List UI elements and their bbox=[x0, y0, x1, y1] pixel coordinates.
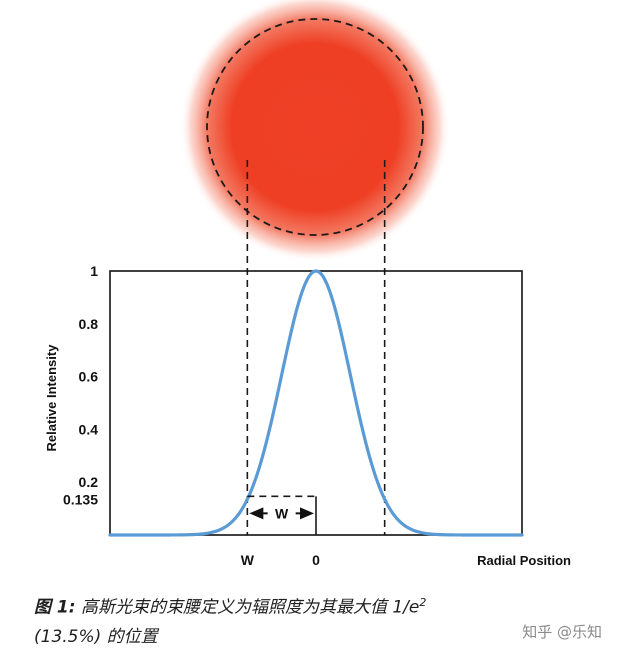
figure-caption: 图 1: 高斯光束的束腰定义为辐照度为其最大值 1/e2 (13.5%) 的位置 bbox=[34, 588, 574, 652]
y-tick-label: 0.2 bbox=[79, 474, 99, 490]
watermark: 知乎 @乐知 bbox=[522, 623, 602, 641]
y-tick-label: 1 bbox=[90, 263, 98, 279]
x-tick-label: W bbox=[241, 552, 255, 568]
caption-line-2: (13.5%) 的位置 bbox=[34, 626, 158, 647]
x-tick-label: 0 bbox=[312, 552, 320, 568]
y-axis-label: Relative Intensity bbox=[44, 344, 59, 452]
y-tick-label: 0.135 bbox=[63, 491, 98, 507]
caption-text: 高斯光束的束腰定义为辐照度为其最大值 1/e bbox=[75, 597, 420, 618]
caption-superscript: 2 bbox=[419, 596, 427, 609]
y-axis-ticks: 1 0.8 0.6 0.4 0.20.135 bbox=[63, 263, 98, 507]
waist-arrow: W bbox=[247, 495, 317, 535]
plot-frame bbox=[109, 270, 523, 536]
arrow-right-head bbox=[300, 507, 314, 520]
arrow-label: W bbox=[275, 505, 289, 521]
y-tick-label: 0.6 bbox=[79, 369, 99, 385]
arrow-left-head bbox=[249, 507, 264, 520]
y-tick-label: 0.8 bbox=[79, 316, 99, 332]
beam-spot bbox=[180, 0, 450, 262]
guide-lines bbox=[246, 160, 386, 535]
y-tick-label: 0.4 bbox=[79, 421, 99, 437]
beam-waist-outline bbox=[206, 18, 424, 236]
caption-label: 图 1: bbox=[34, 597, 76, 618]
intensity-curve bbox=[108, 269, 524, 537]
x-axis-label: Radial Position bbox=[477, 553, 571, 568]
